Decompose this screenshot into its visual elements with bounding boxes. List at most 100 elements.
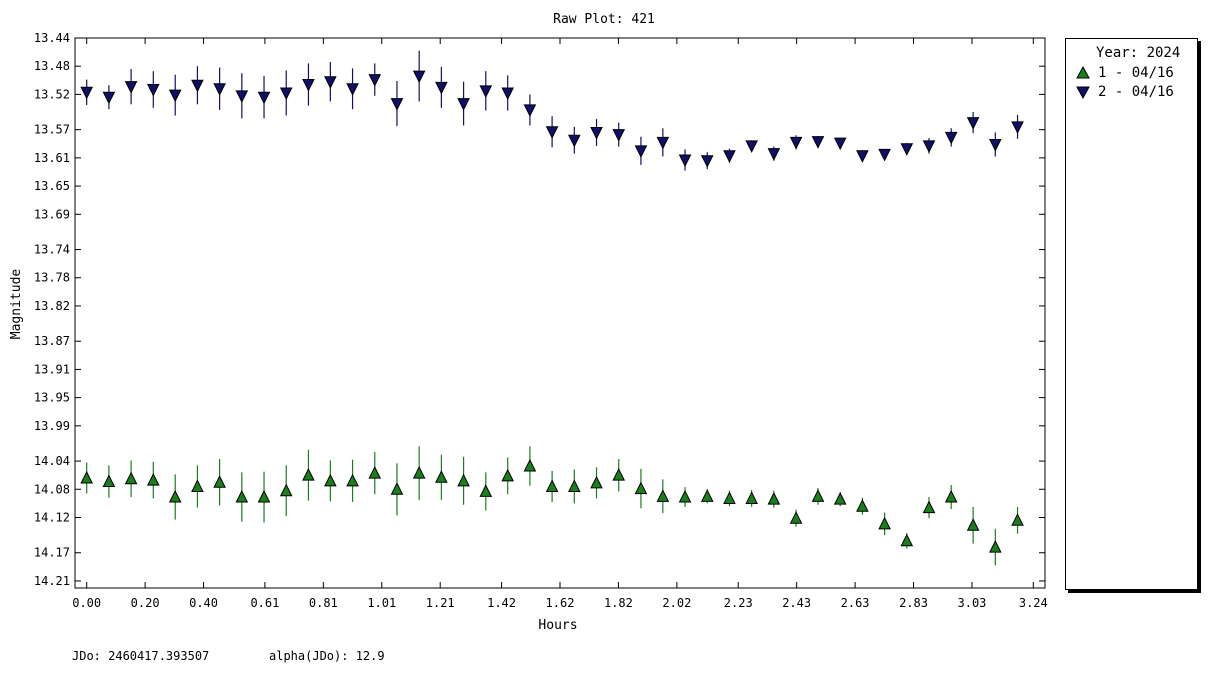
x-tick-label: 0.00 — [72, 596, 101, 610]
data-point — [479, 484, 493, 497]
data-point — [457, 98, 470, 111]
data-point — [922, 500, 936, 514]
data-point — [479, 85, 493, 99]
data-point — [191, 79, 204, 93]
y-tick-label: 13.52 — [34, 87, 70, 101]
data-point — [568, 134, 581, 148]
data-point — [900, 143, 914, 156]
data-point — [80, 86, 93, 100]
y-tick-label: 14.17 — [34, 546, 70, 560]
data-point — [612, 129, 626, 142]
data-point — [102, 91, 116, 105]
data-point — [745, 491, 758, 504]
data-point — [412, 70, 426, 84]
data-point — [656, 136, 670, 150]
data-point — [102, 474, 116, 488]
y-tick-label: 13.82 — [34, 299, 70, 313]
triangle-down-icon — [1076, 86, 1090, 99]
data-point — [590, 475, 603, 489]
y-tick-label: 13.91 — [34, 362, 70, 376]
data-point — [612, 468, 626, 481]
x-tick-label: 3.24 — [1019, 596, 1048, 610]
data-point — [590, 126, 603, 140]
data-point — [989, 138, 1002, 152]
legend: Year: 2024 1 - 04/16 2 - 04/16 — [1065, 38, 1198, 590]
data-point — [435, 470, 448, 483]
data-point — [634, 481, 648, 495]
y-tick-label: 14.12 — [34, 510, 70, 524]
y-tick-label: 13.57 — [34, 123, 70, 137]
data-point — [257, 91, 271, 105]
y-tick-label: 14.21 — [34, 574, 70, 588]
legend-title: Year: 2024 — [1096, 45, 1181, 61]
data-point — [501, 468, 515, 482]
data-point — [944, 131, 958, 145]
data-point — [257, 489, 271, 503]
data-point — [302, 468, 315, 481]
y-tick-label: 13.69 — [34, 207, 70, 221]
data-point — [966, 117, 980, 130]
data-point — [146, 472, 160, 486]
data-point — [944, 489, 958, 503]
data-point — [745, 140, 758, 154]
x-tick-label: 1.42 — [487, 596, 516, 610]
x-tick-label: 0.20 — [131, 596, 160, 610]
data-point — [80, 470, 93, 484]
data-point — [346, 83, 359, 96]
data-point — [878, 148, 891, 162]
x-tick-label: 0.40 — [189, 596, 218, 610]
data-point — [213, 83, 226, 96]
data-point — [966, 518, 980, 531]
legend-item-label: 1 - 04/16 — [1098, 65, 1174, 81]
x-tick-label: 2.63 — [841, 596, 870, 610]
x-tick-label: 0.81 — [309, 596, 338, 610]
x-tick-label: 2.02 — [662, 596, 691, 610]
y-tick-label: 13.48 — [34, 59, 70, 73]
y-tick-label: 14.08 — [34, 482, 70, 496]
y-tick-label: 13.95 — [34, 391, 70, 405]
data-point — [634, 145, 648, 158]
data-point — [1011, 513, 1024, 526]
legend-item-series-2: 2 - 04/16 — [1076, 84, 1174, 100]
data-point — [568, 479, 581, 492]
data-point — [168, 489, 182, 503]
data-point — [1011, 121, 1024, 134]
x-tick-label: 0.61 — [250, 596, 279, 610]
data-point — [124, 471, 138, 485]
data-point — [922, 140, 936, 154]
data-point — [235, 489, 249, 503]
data-point — [723, 150, 736, 163]
chart-title: Raw Plot: 421 — [553, 12, 655, 27]
data-point — [767, 148, 781, 161]
y-axis: 13.44 13.48 13.52 13.57 13.61 13.65 13.69 13.74… — [34, 31, 1045, 588]
data-point — [435, 81, 448, 95]
data-point — [412, 465, 426, 479]
data-point — [324, 76, 337, 89]
data-point — [878, 516, 891, 530]
data-point — [833, 492, 847, 505]
y-tick-label: 14.04 — [34, 454, 70, 468]
data-point — [900, 533, 914, 547]
y-tick-label: 13.65 — [34, 179, 70, 193]
x-tick-label: 2.43 — [782, 596, 811, 610]
data-point — [390, 98, 404, 111]
data-point — [545, 126, 559, 139]
data-point — [700, 489, 714, 502]
data-point — [368, 74, 382, 87]
data-point — [656, 489, 670, 502]
y-tick-label: 13.78 — [34, 271, 70, 285]
data-point — [833, 137, 847, 151]
legend-item-label: 2 - 04/16 — [1098, 84, 1174, 100]
data-point — [168, 89, 182, 103]
triangle-up-icon — [1076, 66, 1090, 79]
x-tick-label: 2.83 — [899, 596, 928, 610]
data-point — [191, 479, 204, 492]
data-point — [789, 511, 803, 524]
series-2 — [80, 50, 1024, 171]
x-tick-label: 1.62 — [546, 596, 575, 610]
data-point — [700, 155, 714, 168]
data-point — [678, 489, 692, 503]
data-point — [811, 136, 825, 149]
data-point — [523, 104, 537, 118]
x-tick-label: 1.82 — [604, 596, 633, 610]
